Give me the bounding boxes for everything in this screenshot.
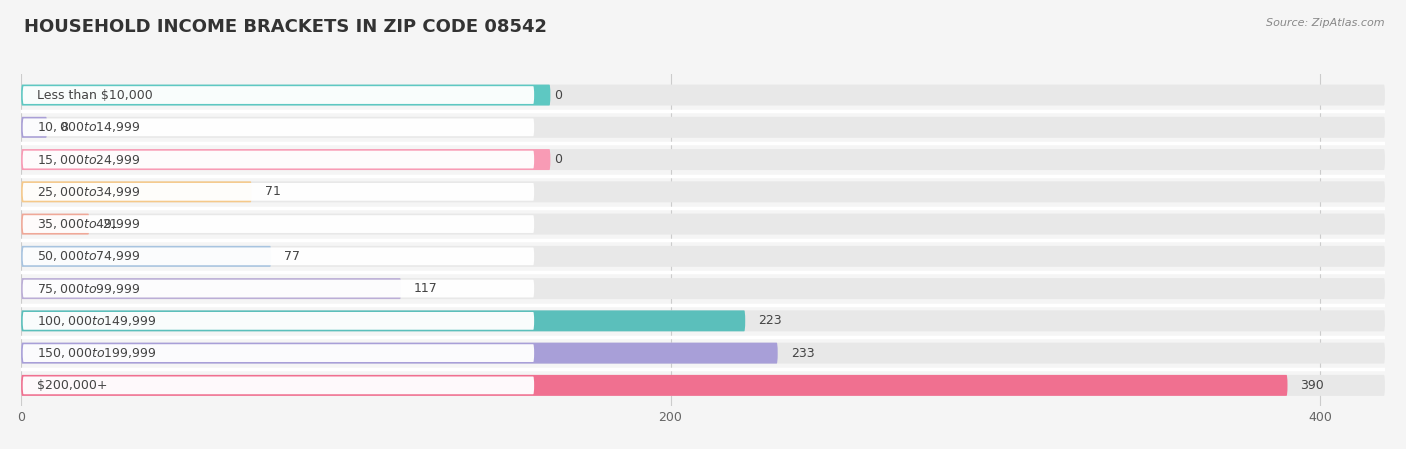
Text: 21: 21 [103, 218, 118, 231]
FancyBboxPatch shape [21, 278, 401, 299]
FancyBboxPatch shape [22, 151, 534, 168]
Text: 233: 233 [790, 347, 814, 360]
FancyBboxPatch shape [22, 280, 534, 298]
Text: $75,000 to $99,999: $75,000 to $99,999 [38, 282, 141, 295]
FancyBboxPatch shape [21, 310, 745, 331]
FancyBboxPatch shape [22, 247, 534, 265]
Text: 117: 117 [413, 282, 437, 295]
Text: 390: 390 [1301, 379, 1324, 392]
Text: 0: 0 [554, 153, 561, 166]
FancyBboxPatch shape [22, 312, 534, 330]
Text: $25,000 to $34,999: $25,000 to $34,999 [38, 185, 141, 199]
Text: $150,000 to $199,999: $150,000 to $199,999 [38, 346, 156, 360]
Text: Less than $10,000: Less than $10,000 [38, 88, 153, 101]
Text: 77: 77 [284, 250, 299, 263]
Text: HOUSEHOLD INCOME BRACKETS IN ZIP CODE 08542: HOUSEHOLD INCOME BRACKETS IN ZIP CODE 08… [24, 18, 547, 36]
Text: 223: 223 [758, 314, 782, 327]
FancyBboxPatch shape [21, 310, 1385, 331]
Text: 0: 0 [554, 88, 561, 101]
Text: $35,000 to $49,999: $35,000 to $49,999 [38, 217, 141, 231]
FancyBboxPatch shape [22, 377, 534, 394]
FancyBboxPatch shape [21, 149, 550, 170]
FancyBboxPatch shape [21, 343, 778, 364]
FancyBboxPatch shape [22, 183, 534, 201]
Text: $50,000 to $74,999: $50,000 to $74,999 [38, 249, 141, 264]
FancyBboxPatch shape [22, 119, 534, 136]
FancyBboxPatch shape [21, 117, 1385, 138]
FancyBboxPatch shape [21, 117, 46, 138]
FancyBboxPatch shape [21, 214, 90, 234]
FancyBboxPatch shape [21, 375, 1385, 396]
FancyBboxPatch shape [22, 215, 534, 233]
Text: 71: 71 [264, 185, 281, 198]
FancyBboxPatch shape [22, 344, 534, 362]
FancyBboxPatch shape [21, 181, 252, 202]
FancyBboxPatch shape [22, 86, 534, 104]
Text: $200,000+: $200,000+ [38, 379, 108, 392]
FancyBboxPatch shape [21, 214, 1385, 234]
FancyBboxPatch shape [21, 246, 271, 267]
Text: $100,000 to $149,999: $100,000 to $149,999 [38, 314, 156, 328]
Text: 8: 8 [60, 121, 67, 134]
FancyBboxPatch shape [21, 84, 550, 106]
Text: Source: ZipAtlas.com: Source: ZipAtlas.com [1267, 18, 1385, 28]
FancyBboxPatch shape [21, 278, 1385, 299]
FancyBboxPatch shape [21, 149, 1385, 170]
Text: $15,000 to $24,999: $15,000 to $24,999 [38, 153, 141, 167]
FancyBboxPatch shape [21, 246, 1385, 267]
FancyBboxPatch shape [21, 343, 1385, 364]
FancyBboxPatch shape [21, 84, 1385, 106]
FancyBboxPatch shape [21, 375, 1288, 396]
Text: $10,000 to $14,999: $10,000 to $14,999 [38, 120, 141, 134]
FancyBboxPatch shape [21, 181, 1385, 202]
